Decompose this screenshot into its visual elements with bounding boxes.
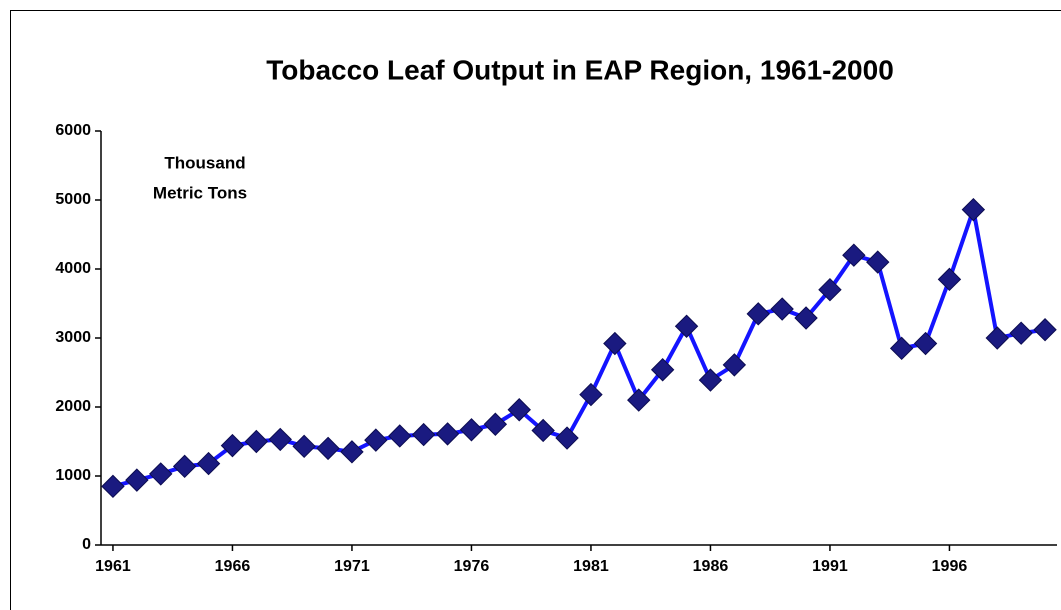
x-tick-label: 1971	[334, 558, 370, 575]
data-point	[722, 353, 747, 377]
y-tick-label: 4000	[55, 260, 91, 277]
x-tick-label: 1961	[95, 558, 131, 575]
chart-frame	[10, 10, 1061, 610]
data-point	[292, 434, 316, 459]
x-tick-label: 1976	[454, 558, 490, 575]
data-point	[172, 454, 197, 479]
y-tick-label: 2000	[55, 398, 91, 415]
data-point	[1033, 318, 1057, 342]
data-point	[388, 424, 412, 448]
data-point	[650, 358, 675, 382]
data-line	[112, 207, 1046, 489]
data-point	[674, 314, 699, 338]
x-tick-label: 1986	[693, 558, 729, 575]
data-point	[818, 277, 842, 302]
data-point	[770, 297, 794, 321]
data-point	[507, 398, 531, 422]
y-tick-label: 0	[82, 536, 91, 553]
data-point	[244, 429, 269, 454]
chart-title: Tobacco Leaf Output in EAP Region, 1961-…	[266, 54, 894, 85]
annotation: Thousand	[164, 153, 245, 172]
data-point	[627, 388, 651, 412]
data-point	[411, 422, 436, 447]
data-point	[555, 426, 579, 450]
data-point	[842, 243, 866, 267]
x-tick-label: 1996	[932, 558, 968, 575]
y-tick-label: 5000	[55, 191, 91, 208]
x-tick-label: 1966	[215, 558, 251, 575]
data-point	[698, 368, 723, 392]
data-point	[340, 440, 364, 464]
data-point	[579, 382, 603, 407]
data-point	[196, 451, 221, 476]
data-point	[1009, 321, 1033, 345]
data-point	[435, 422, 460, 446]
annotation: Metric Tons	[153, 183, 247, 202]
data-point	[603, 331, 627, 356]
data-point	[913, 331, 938, 356]
y-tick-label: 1000	[55, 467, 91, 484]
data-point	[125, 468, 149, 492]
x-tick-label: 1991	[812, 558, 848, 575]
data-point	[459, 418, 484, 442]
data-point	[746, 302, 770, 326]
data-point	[220, 433, 245, 458]
data-point	[483, 412, 508, 436]
data-point	[866, 250, 890, 274]
data-point	[531, 418, 555, 443]
data-point	[149, 462, 173, 486]
data-point	[794, 306, 818, 330]
data-point	[316, 436, 340, 461]
x-tick-label: 1981	[573, 558, 609, 575]
data-point	[961, 197, 986, 222]
y-tick-label: 6000	[55, 122, 91, 139]
data-point	[889, 336, 914, 361]
data-point	[101, 474, 125, 499]
data-point	[364, 428, 388, 452]
y-tick-label: 3000	[55, 329, 91, 346]
data-point	[268, 427, 292, 452]
data-point	[937, 267, 962, 292]
data-point	[985, 326, 1009, 350]
